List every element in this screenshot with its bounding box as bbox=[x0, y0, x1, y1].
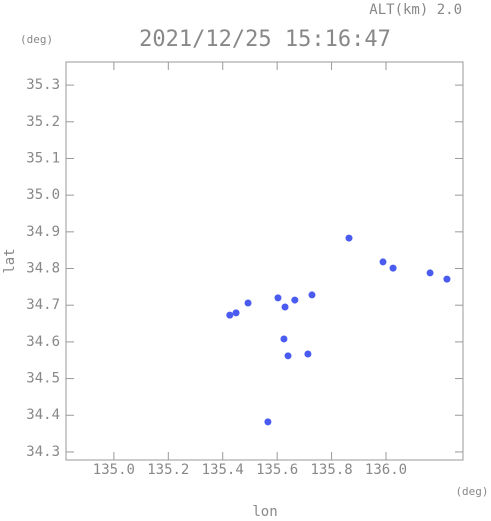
y-tick-label: 35.1 bbox=[26, 150, 60, 166]
y-tick-label: 35.0 bbox=[26, 187, 60, 203]
echo-point bbox=[426, 269, 434, 277]
echo-point bbox=[232, 309, 240, 317]
y-tick-label: 34.8 bbox=[26, 261, 60, 277]
x-tick-label: 135.4 bbox=[202, 462, 244, 478]
x-tick-label: 135.0 bbox=[93, 462, 135, 478]
echo-point bbox=[345, 234, 353, 242]
altitude-label: ALT(km) 2.0 bbox=[369, 2, 462, 18]
y-tick-label: 35.2 bbox=[26, 114, 60, 130]
y-tick-label: 34.4 bbox=[26, 407, 60, 423]
echo-point bbox=[379, 258, 387, 266]
echo-point bbox=[274, 294, 282, 302]
x-tick-label: 135.6 bbox=[256, 462, 298, 478]
echo-point bbox=[308, 291, 316, 299]
x-tick-label: 135.2 bbox=[147, 462, 189, 478]
echo-point bbox=[443, 275, 451, 283]
echo-point bbox=[281, 303, 289, 311]
echo-point bbox=[389, 264, 397, 272]
x-axis-label: lon bbox=[252, 504, 277, 520]
plot-frame bbox=[65, 61, 464, 461]
y-tick-label: 34.9 bbox=[26, 224, 60, 240]
y-unit: (deg) bbox=[20, 33, 53, 46]
echo-point bbox=[280, 335, 288, 343]
y-tick-label: 34.6 bbox=[26, 334, 60, 350]
y-tick-label: 34.3 bbox=[26, 444, 60, 460]
y-tick-label: 34.5 bbox=[26, 371, 60, 387]
echo-point bbox=[226, 311, 234, 319]
x-unit: (deg) bbox=[455, 485, 488, 498]
echo-point bbox=[291, 296, 299, 304]
echo-point bbox=[244, 299, 252, 307]
y-tick-label: 34.7 bbox=[26, 297, 60, 313]
y-axis-label: lat bbox=[2, 248, 18, 273]
y-tick-label: 35.3 bbox=[26, 77, 60, 93]
x-tick-label: 136.0 bbox=[365, 462, 407, 478]
echo-point bbox=[304, 350, 312, 358]
echo-point bbox=[264, 418, 272, 426]
x-tick-label: 135.8 bbox=[310, 462, 352, 478]
chart-title: 2021/12/25 15:16:47 bbox=[139, 27, 391, 52]
echo-point bbox=[284, 352, 292, 360]
